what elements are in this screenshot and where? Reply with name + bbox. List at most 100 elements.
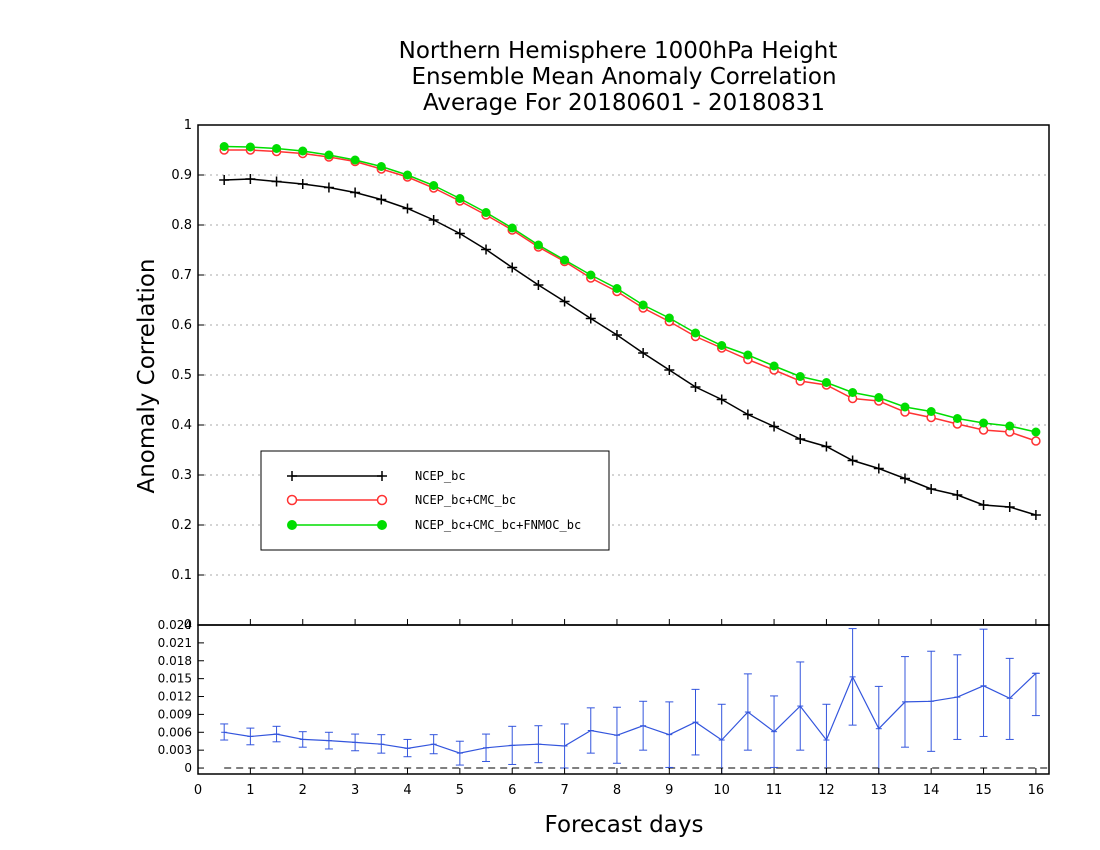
y-tick-label: 0.7 xyxy=(171,268,192,283)
data-point-plus xyxy=(769,421,780,432)
data-point-filled-circle xyxy=(769,361,779,371)
data-point-filled-circle xyxy=(717,341,727,350)
data-point-plus xyxy=(454,228,465,239)
data-point-filled-circle xyxy=(219,142,229,151)
data-point-plus xyxy=(742,409,753,420)
data-point-plus xyxy=(297,179,308,189)
legend-marker-plus-right xyxy=(377,471,387,481)
x-tick-label: 14 xyxy=(923,783,940,798)
y-tick-label: 0 xyxy=(184,618,192,633)
data-point-filled-circle xyxy=(664,313,674,323)
legend-entry-ncep-cmc: NCEP_bc+CMC_bc xyxy=(286,493,516,507)
x-tick-label: 4 xyxy=(403,783,411,798)
y-tick-label: 0.021 xyxy=(158,636,192,650)
data-point-plus xyxy=(1004,502,1015,512)
y-tick-label: 0.8 xyxy=(171,218,192,233)
data-point-plus xyxy=(716,394,727,405)
data-point-filled-circle xyxy=(638,300,648,310)
data-point-plus xyxy=(899,473,910,484)
x-tick-label: 11 xyxy=(766,783,783,798)
data-point-plus xyxy=(428,215,439,225)
data-point-plus xyxy=(873,463,884,474)
data-point-plus xyxy=(926,484,937,494)
y-tick-label: 0.1 xyxy=(171,568,192,583)
x-tick-label: 12 xyxy=(818,783,835,798)
top-panel-y-ticks: 0 0.1 0.2 0.3 0.4 0.5 0.6 0.7 0.8 0.9 1 xyxy=(171,118,204,633)
bottom-panel-series xyxy=(220,628,1040,774)
y-tick-label: 0.012 xyxy=(158,690,192,704)
y-tick-label: 1 xyxy=(184,118,192,133)
data-point-filled-circle xyxy=(402,170,412,180)
data-point-filled-circle xyxy=(507,223,517,233)
top-panel-grid xyxy=(198,174,1049,576)
data-point-filled-circle xyxy=(350,155,360,165)
data-point-filled-circle xyxy=(1031,427,1041,437)
x-tick-label: 8 xyxy=(613,783,621,798)
y-tick-label: 0.5 xyxy=(171,368,192,383)
data-point-filled-circle xyxy=(560,255,570,265)
x-tick-label: 6 xyxy=(508,783,516,798)
data-point-plus xyxy=(611,330,622,340)
data-point-plus xyxy=(847,455,858,466)
data-point-filled-circle xyxy=(481,208,491,217)
top-y-axis-label: Anomaly Correlation xyxy=(134,258,160,493)
data-point-plus xyxy=(350,187,361,198)
data-point-plus xyxy=(271,176,282,187)
y-tick-label: 0.018 xyxy=(158,654,192,668)
data-point-filled-circle xyxy=(691,328,701,338)
legend-label-ncep-bc: NCEP_bc xyxy=(415,469,466,483)
data-point-filled-circle xyxy=(821,378,831,387)
data-point-filled-circle xyxy=(926,407,936,416)
data-point-plus xyxy=(219,175,230,185)
x-tick-label: 9 xyxy=(665,783,673,798)
legend: NCEP_bc NCEP_bc+CMC_bc NCEP_bc+CMC_bc+FN… xyxy=(260,450,610,551)
x-tick-label: 13 xyxy=(871,783,888,798)
data-point-filled-circle xyxy=(900,402,910,412)
data-point-filled-circle xyxy=(874,393,884,402)
x-tick-label: 3 xyxy=(351,783,359,798)
data-point-plus xyxy=(1030,510,1041,520)
y-tick-label: 0.6 xyxy=(171,318,192,333)
y-tick-label: 0.024 xyxy=(158,618,192,632)
data-point-filled-circle xyxy=(743,350,753,360)
data-point-open-circle xyxy=(1031,436,1041,446)
x-tick-label: 2 xyxy=(299,783,307,798)
legend-entry-ncep-cmc-fnmoc: NCEP_bc+CMC_bc+FNMOC_bc xyxy=(287,518,581,532)
x-tick-label: 0 xyxy=(194,783,202,798)
legend-marker-open-circle-left xyxy=(286,494,298,506)
data-point-filled-circle xyxy=(429,181,439,190)
x-tick-label: 5 xyxy=(456,783,464,798)
series-line xyxy=(224,178,1037,516)
data-point-plus xyxy=(585,313,596,324)
difference-line xyxy=(224,672,1037,754)
bottom-panel: 0 0.003 0.006 0.009 0.012 0.015 0.018 0.021 0.02… xyxy=(158,618,1050,775)
data-point-plus xyxy=(481,244,492,255)
legend-marker-filled-circle-left xyxy=(287,520,297,530)
y-tick-label: 0.3 xyxy=(171,468,192,483)
bottom-panel-y-ticks: 0 0.003 0.006 0.009 0.012 0.015 0.018 0.021 0.02… xyxy=(158,618,204,775)
data-point-filled-circle xyxy=(324,150,334,160)
data-point-plus xyxy=(402,203,413,214)
data-point-plus xyxy=(664,365,675,375)
data-point-plus xyxy=(533,280,544,290)
data-point-filled-circle xyxy=(586,270,596,280)
data-point-plus xyxy=(978,500,989,510)
data-point-plus xyxy=(952,490,963,500)
legend-marker-plus-left xyxy=(287,471,297,481)
x-tick-label: 16 xyxy=(1028,783,1045,798)
top-panel: 0 0.1 0.2 0.3 0.4 0.5 0.6 0.7 0.8 0.9 1 xyxy=(171,118,1050,633)
data-point-plus xyxy=(638,348,649,358)
y-tick-label: 0.2 xyxy=(171,518,192,533)
data-point-plus xyxy=(559,296,570,307)
data-point-filled-circle xyxy=(795,372,805,381)
legend-marker-filled-circle-right xyxy=(377,520,387,530)
data-point-filled-circle xyxy=(272,144,282,153)
legend-label-ncep-cmc-fnmoc: NCEP_bc+CMC_bc+FNMOC_bc xyxy=(415,518,581,532)
x-axis-label: Forecast days xyxy=(545,812,704,838)
data-point-filled-circle xyxy=(1005,421,1015,431)
chart-title-line-1: Northern Hemisphere 1000hPa Height xyxy=(399,38,838,64)
y-tick-label: 0.9 xyxy=(171,168,192,183)
y-tick-label: 0.009 xyxy=(158,707,192,721)
x-tick-label: 1 xyxy=(246,783,254,798)
